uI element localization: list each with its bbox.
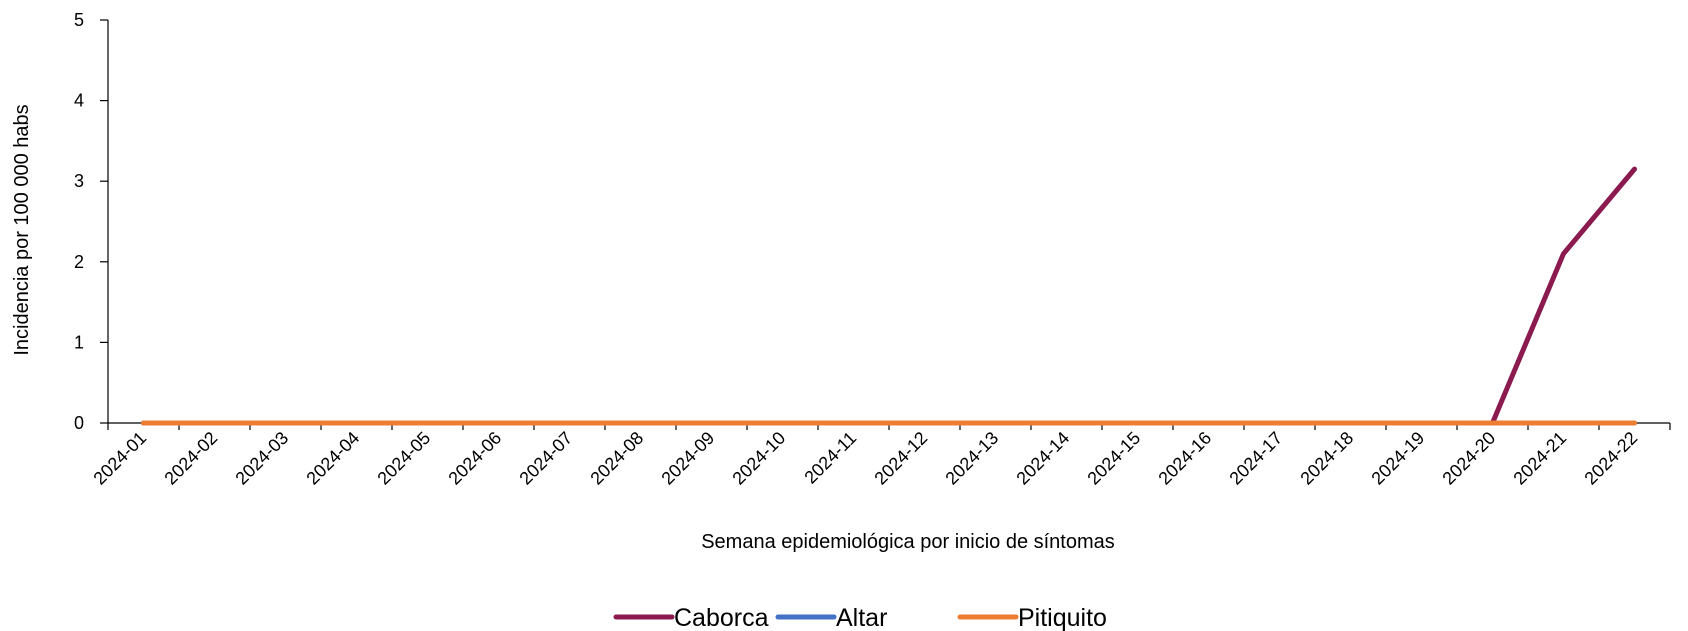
legend: Caborca Altar Pitiquito: [613, 604, 1107, 631]
series-line-caborca: [141, 166, 1637, 426]
x-tick-label: 2024-10: [728, 428, 789, 489]
x-tick-label: 2024-07: [515, 428, 576, 489]
x-tick-label: 2024-06: [444, 428, 505, 489]
series-lines: [141, 166, 1637, 426]
x-tick-label: 2024-18: [1296, 428, 1357, 489]
x-tick-label: 2024-04: [302, 428, 363, 489]
x-tick-label: 2024-22: [1580, 428, 1641, 489]
legend-label-pitiquito: Pitiquito: [1018, 604, 1107, 631]
x-tick-label: 2024-08: [586, 428, 647, 489]
x-tick-label: 2024-11: [800, 428, 860, 488]
x-tick-label: 2024-12: [870, 428, 931, 489]
x-tick-label: 2024-20: [1438, 428, 1499, 489]
y-tick-label: 0: [74, 413, 84, 433]
x-tick-label: 2024-17: [1225, 428, 1286, 489]
x-axis-title: Semana epidemiológica por inicio de sínt…: [701, 531, 1115, 553]
x-tick-label: 2024-02: [160, 428, 221, 489]
y-tick-label: 5: [74, 10, 84, 30]
x-tick-label: 2024-14: [1012, 428, 1073, 489]
legend-label-caborca: Caborca: [674, 604, 769, 631]
y-tick-label: 1: [74, 332, 84, 352]
legend-label-altar: Altar: [836, 604, 887, 631]
x-tick-label: 2024-01: [89, 428, 150, 489]
x-tick-label: 2024-16: [1154, 428, 1215, 489]
x-tick-label: 2024-13: [941, 428, 1002, 489]
x-tick-label: 2024-03: [231, 428, 292, 489]
x-tick-label: 2024-05: [373, 428, 434, 489]
y-tick-label: 4: [74, 91, 84, 111]
x-tick-label: 2024-09: [657, 428, 718, 489]
x-tick-label: 2024-19: [1367, 428, 1428, 489]
y-tick-label: 2: [74, 252, 84, 272]
y-axis-title: Incidencia por 100 000 habs: [11, 104, 33, 355]
x-tick-label: 2024-15: [1083, 428, 1144, 489]
x-tick-label: 2024-21: [1509, 428, 1570, 489]
y-axis: 0 1 2 3 4 5: [74, 10, 109, 433]
y-tick-label: 3: [74, 171, 84, 191]
x-axis: 2024-01 2024-02 2024-03 2024-04 2024-05 2024-…: [89, 422, 1671, 489]
